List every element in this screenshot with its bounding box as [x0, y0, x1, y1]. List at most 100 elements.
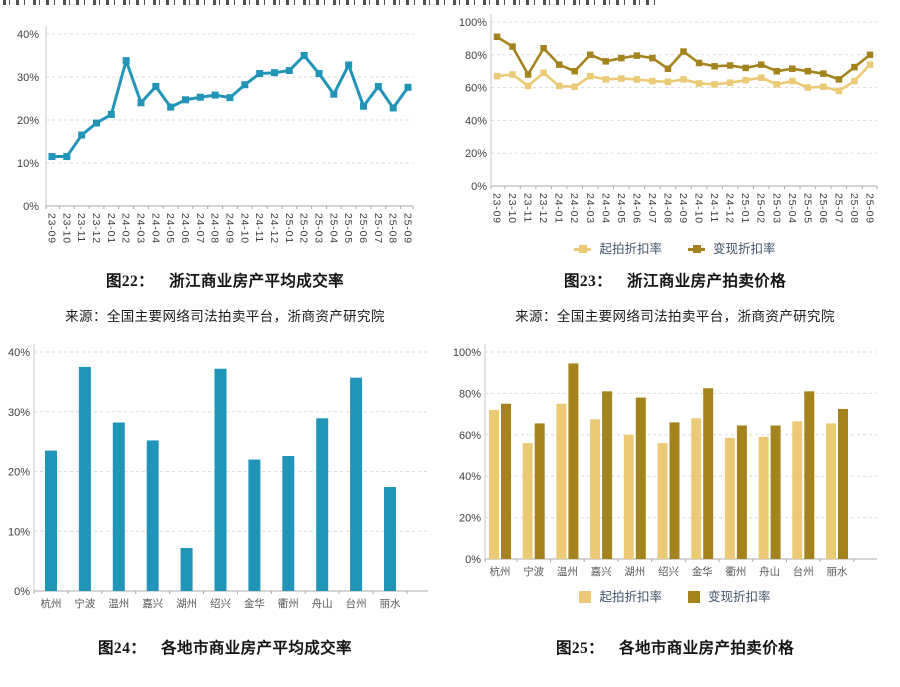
svg-text:湖州: 湖州	[176, 598, 197, 610]
svg-text:24-07: 24-07	[194, 213, 206, 244]
figure23-caption: 图23： 浙江商业房产拍卖价格	[450, 271, 900, 293]
svg-text:嘉兴: 嘉兴	[142, 597, 163, 610]
svg-text:30%: 30%	[17, 72, 39, 84]
svg-text:23-10: 23-10	[60, 213, 72, 244]
realized-discount-swatch-icon	[688, 591, 700, 603]
svg-text:舟山: 舟山	[312, 597, 333, 610]
x-axis-labels: 23-09 23-10 23-11 23-12 24-01 24-02 24-03 24-04…	[46, 213, 414, 244]
svg-text:10%: 10%	[8, 526, 30, 538]
svg-text:舟山: 舟山	[759, 565, 780, 578]
svg-text:24-02: 24-02	[120, 213, 132, 244]
gridlines	[34, 351, 428, 532]
realized-discount-legend-label: 变现折扣率	[713, 242, 776, 256]
svg-text:24-03: 24-03	[135, 213, 147, 244]
svg-text:0%: 0%	[23, 201, 39, 213]
svg-text:24-03: 24-03	[584, 193, 596, 224]
figure23-caption-title: 浙江商业房产拍卖价格	[627, 273, 787, 290]
x-axis-ticks	[45, 206, 414, 209]
svg-text:24-12: 24-12	[268, 213, 280, 244]
svg-text:25-09: 25-09	[402, 213, 414, 244]
svg-text:23-12: 23-12	[537, 193, 549, 224]
figure22-caption-title: 浙江商业房产平均成交率	[169, 273, 344, 290]
svg-text:24-01: 24-01	[105, 213, 117, 244]
svg-text:10%: 10%	[17, 158, 39, 170]
legend-item-starting-discount: 起拍折扣率	[574, 241, 662, 257]
svg-text:23-12: 23-12	[90, 213, 102, 244]
y-axis-labels: 0% 20% 40% 60% 80% 100%	[459, 17, 487, 193]
svg-text:25-05: 25-05	[801, 193, 813, 224]
svg-text:台州: 台州	[346, 597, 367, 610]
starting-discount-swatch-icon	[579, 591, 592, 603]
starting-discount-legend-label: 起拍折扣率	[599, 590, 662, 604]
svg-text:24-09: 24-09	[224, 213, 236, 244]
svg-text:绍兴: 绍兴	[210, 597, 231, 610]
x-axis-labels: 杭州 宁波 温州 嘉兴 湖州 绍兴 金华 衢州 舟山 台州 丽水	[41, 597, 401, 610]
y-axis-labels: 0% 20% 40% 60% 80% 100%	[453, 347, 481, 566]
svg-text:25-03: 25-03	[770, 193, 782, 224]
line-chart-zhejiang-avg-transaction-rate: 0%10%20%30%40%23-09 23-10 23-11 23-12 24-01 2…	[17, 26, 414, 244]
x-axis-labels: 杭州 宁波 温州 嘉兴 湖州 绍兴 金华 衢州 舟山 台州 丽水	[490, 565, 848, 578]
svg-text:杭州: 杭州	[490, 565, 511, 578]
data-series	[493, 33, 874, 83]
svg-text:绍兴: 绍兴	[658, 565, 679, 578]
data-series	[489, 403, 836, 559]
svg-text:杭州: 杭州	[41, 597, 62, 610]
svg-text:60%: 60%	[459, 430, 481, 442]
svg-text:40%: 40%	[465, 115, 487, 127]
svg-text:湖州: 湖州	[624, 566, 645, 578]
starting-discount-legend-label: 起拍折扣率	[599, 242, 662, 256]
svg-text:衢州: 衢州	[725, 566, 746, 578]
gridlines	[491, 21, 877, 154]
clipped-text-line	[3, 0, 655, 5]
figure23-caption-label: 图23：	[563, 273, 613, 290]
svg-text:25-08: 25-08	[848, 193, 860, 224]
line-chart-zhejiang-auction-price: 0% 20% 40% 60% 80% 100% 23-09 23-10 23-11 23-12 24…	[459, 14, 878, 224]
svg-text:台州: 台州	[793, 565, 814, 578]
svg-text:24-12: 24-12	[724, 193, 736, 224]
data-series	[493, 61, 874, 95]
svg-text:宁波: 宁波	[523, 565, 544, 578]
figure23-source-note: 来源：全国主要网络司法拍卖平台，浙商资产研究院	[515, 309, 835, 324]
svg-text:23-09: 23-09	[491, 193, 503, 224]
svg-text:24-06: 24-06	[630, 193, 642, 224]
figure22-caption: 图22： 浙江商业房产平均成交率	[0, 271, 450, 293]
svg-text:25-02: 25-02	[755, 193, 767, 224]
svg-text:衢州: 衢州	[278, 598, 299, 610]
svg-text:80%: 80%	[465, 50, 487, 62]
svg-text:24-05: 24-05	[615, 193, 627, 224]
svg-text:40%: 40%	[17, 29, 39, 41]
svg-text:温州: 温州	[557, 566, 578, 578]
svg-text:嘉兴: 嘉兴	[591, 565, 612, 578]
x-axis-ticks	[484, 559, 855, 562]
svg-text:丽水: 丽水	[380, 598, 401, 610]
svg-text:25-03: 25-03	[313, 213, 325, 244]
svg-text:23-09: 23-09	[46, 213, 58, 244]
svg-text:24-05: 24-05	[164, 213, 176, 244]
figure22-caption-label: 图22：	[105, 273, 155, 290]
svg-text:20%: 20%	[459, 513, 481, 525]
data-series	[501, 363, 848, 559]
x-axis-ticks	[490, 186, 878, 189]
legend-item-realized-discount: 变现折扣率	[688, 241, 776, 257]
svg-text:25-04: 25-04	[327, 213, 339, 244]
legend-fig25: 起拍折扣率 变现折扣率	[450, 589, 900, 605]
svg-text:24-08: 24-08	[661, 193, 673, 224]
svg-text:25-08: 25-08	[387, 213, 399, 244]
svg-text:100%: 100%	[459, 17, 487, 29]
legend-fig23: 起拍折扣率 变现折扣率	[450, 241, 900, 257]
svg-text:30%: 30%	[8, 407, 30, 419]
svg-text:20%: 20%	[8, 467, 30, 479]
svg-text:23-11: 23-11	[522, 193, 534, 223]
svg-text:20%: 20%	[465, 148, 487, 160]
svg-text:24-01: 24-01	[553, 193, 565, 224]
svg-text:24-10: 24-10	[238, 213, 250, 244]
svg-text:0%: 0%	[465, 554, 481, 566]
bar-chart-city-avg-transaction-rate: 0% 10% 20% 30% 40% 杭州 宁波 温州 嘉兴 湖州 绍兴 金华 衢州 舟山 台州 丽水	[8, 344, 428, 610]
svg-text:24-04: 24-04	[149, 213, 161, 244]
svg-text:0%: 0%	[14, 586, 30, 598]
realized-discount-legend-marker-icon	[688, 245, 705, 254]
figure24-caption-title: 各地市商业房产平均成交率	[161, 640, 352, 657]
svg-text:24-04: 24-04	[599, 193, 611, 224]
svg-text:23-11: 23-11	[75, 213, 87, 243]
